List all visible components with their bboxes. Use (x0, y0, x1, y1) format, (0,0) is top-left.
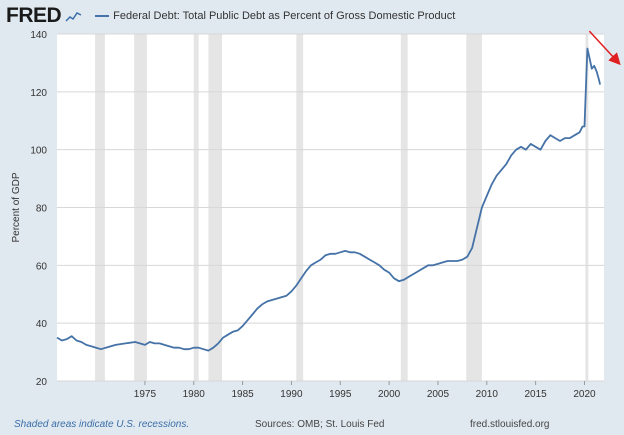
series-legend-swatch (95, 15, 110, 17)
x-tick-label: 1975 (134, 389, 157, 400)
series-legend-label: Federal Debt: Total Public Debt as Perce… (113, 10, 456, 22)
x-tick-label: 2015 (525, 389, 548, 400)
sources-text: Sources: OMB; St. Louis Fed (255, 419, 385, 430)
chart-header: FRED Federal Debt: Total Public Debt as … (6, 4, 455, 28)
fred-graph-icon (65, 12, 82, 22)
x-tick-label: 2020 (573, 389, 596, 400)
x-tick-label: 1995 (329, 389, 352, 400)
x-tick-label: 2000 (378, 389, 401, 400)
y-tick-label: 100 (30, 146, 47, 157)
y-axis-label: Percent of GDP (11, 172, 22, 242)
y-tick-label: 120 (30, 88, 47, 99)
y-tick-label: 20 (36, 377, 48, 388)
x-tick-label: 1990 (280, 389, 303, 400)
y-tick-label: 80 (36, 204, 48, 215)
x-tick-label: 2010 (476, 389, 499, 400)
site-link[interactable]: fred.stlouisfed.org (470, 419, 550, 430)
x-tick-label: 1985 (231, 389, 254, 400)
annotation-arrow (588, 30, 621, 66)
recession-note: Shaded areas indicate U.S. recessions. (14, 419, 190, 430)
y-tick-label: 40 (36, 319, 48, 330)
x-tick-label: 2005 (427, 389, 450, 400)
fred-logo: FRED (6, 4, 62, 27)
series-line (56, 47, 601, 352)
y-tick-label: 140 (30, 30, 47, 41)
x-tick-label: 1980 (183, 389, 206, 400)
y-tick-label: 60 (36, 261, 48, 272)
